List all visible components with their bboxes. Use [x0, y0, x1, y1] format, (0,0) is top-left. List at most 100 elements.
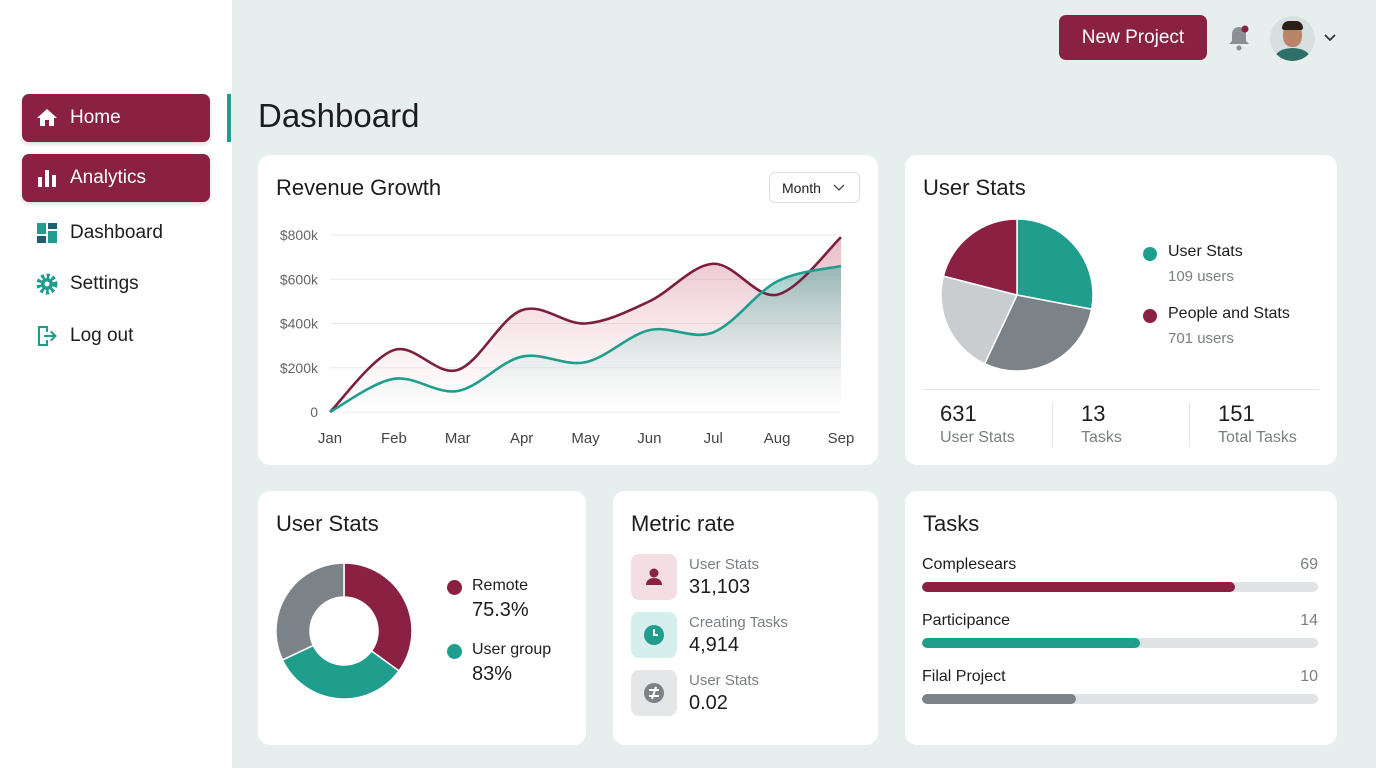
divider [1189, 403, 1190, 447]
sidebar-item-analytics[interactable]: Analytics [22, 154, 210, 202]
divider [923, 389, 1319, 390]
x-tick-label: Sep [828, 430, 855, 447]
task-item: Complesears 69 [922, 556, 1318, 592]
card-title: User Stats [923, 175, 1026, 200]
stat-item: 631 User Stats [940, 401, 1015, 447]
series-area [330, 265, 841, 412]
x-tick-label: May [571, 430, 600, 447]
metric-value: 4,914 [689, 634, 740, 656]
series-line [329, 264, 842, 414]
task-label: Filal Project [922, 668, 1006, 685]
x-tick-label: Jul [704, 430, 723, 447]
sidebar-item-label: Dashboard [70, 222, 163, 243]
x-tick-label: Mar [445, 430, 471, 447]
sidebar: Home Analytics Dashboard Settings Log ou… [0, 0, 232, 768]
tasks-card: Tasks Complesears 69 Participance 14 Fil… [905, 491, 1337, 745]
clock-icon [631, 612, 677, 658]
new-project-button[interactable]: New Project [1059, 15, 1207, 60]
y-tick-label: $400k [280, 316, 319, 332]
x-tick-label: Jun [637, 430, 661, 447]
legend-value: 75.3% [472, 599, 529, 621]
metric-label: User Stats [689, 556, 760, 573]
task-value: 14 [1300, 612, 1318, 629]
user-group-card: User Stats Remote 75.3% User group 83% [258, 491, 586, 745]
pie-slice [942, 218, 1018, 296]
metric-label: User Stats [689, 672, 760, 689]
legend-dot [1143, 309, 1157, 323]
task-item: Participance 14 [922, 612, 1318, 648]
sidebar-item-settings[interactable]: Settings [22, 260, 210, 308]
stat-value: 151 [1218, 401, 1255, 426]
logout-icon [38, 326, 57, 346]
legend-label: People and Stats [1168, 305, 1290, 322]
bar-chart-icon [38, 170, 56, 187]
pie-slice [275, 562, 345, 661]
legend-sub: 109 users [1168, 268, 1234, 285]
card-title: Tasks [923, 511, 980, 536]
stat-item: 151 Total Tasks [1218, 401, 1297, 447]
stat-label: Total Tasks [1218, 429, 1297, 446]
page-title: Dashboard [258, 97, 420, 134]
progress-bar [922, 694, 1318, 704]
y-tick-label: $800k [280, 227, 319, 243]
metric-value: 0.02 [689, 692, 728, 714]
user-group-donut [275, 562, 413, 700]
task-item: Filal Project 10 [922, 668, 1318, 704]
currency-icon [631, 670, 677, 716]
sidebar-item-label: Analytics [70, 167, 147, 188]
progress-bar [922, 582, 1318, 592]
avatar[interactable] [1270, 16, 1315, 61]
card-title: Revenue Growth [276, 175, 442, 200]
grid-icon [37, 223, 57, 243]
sidebar-item-dashboard[interactable]: Dashboard [22, 209, 210, 257]
period-value: Month [782, 179, 821, 196]
card-title: Metric rate [631, 511, 735, 536]
task-value: 10 [1300, 668, 1318, 685]
metric-card: Metric rate User Stats 31,103 Creating T… [613, 491, 878, 745]
pie-slice [343, 562, 413, 673]
y-tick-label: $200k [280, 360, 319, 376]
stat-label: User Stats [940, 429, 1015, 446]
stat-value: 631 [940, 401, 977, 426]
x-tick-label: Aug [764, 430, 791, 447]
sidebar-item-logout[interactable]: Log out [22, 312, 210, 360]
pie-slice [940, 275, 1019, 365]
legend-label: User Stats [1168, 243, 1243, 260]
x-tick-label: Jan [318, 430, 342, 447]
user-icon [631, 554, 677, 600]
revenue-chart: 0 $200k $400k $600k $800k Jan Feb Mar Apr May Jun J… [280, 227, 855, 447]
x-tick-label: Apr [510, 430, 533, 447]
bell-icon[interactable] [1226, 24, 1252, 52]
legend-label: Remote [472, 577, 529, 594]
y-tick-label: $600k [280, 271, 319, 287]
legend-value: 83% [472, 663, 513, 685]
y-tick-label: 0 [310, 404, 318, 420]
progress-fill [922, 638, 1140, 648]
task-label: Participance [922, 612, 1011, 629]
user-stats-card: User Stats User Stats 109 users People a… [905, 155, 1337, 465]
legend-label: User group [472, 641, 552, 658]
stat-item: 13 Tasks [1081, 401, 1122, 447]
sidebar-item-home[interactable]: Home [22, 94, 210, 142]
period-select[interactable]: Month [769, 172, 860, 203]
pie-slice [281, 644, 401, 700]
user-stats-pie [940, 218, 1094, 372]
x-tick-label: Feb [381, 430, 407, 447]
divider [1052, 403, 1053, 447]
legend-dot [1143, 247, 1157, 261]
sidebar-item-label: Home [70, 107, 121, 128]
gear-icon [36, 273, 58, 295]
pie-slice [1016, 218, 1094, 311]
card-title: User Stats [276, 511, 379, 536]
legend-dot [447, 580, 462, 595]
metric-value: 31,103 [689, 576, 751, 598]
legend-sub: 701 users [1168, 330, 1234, 347]
home-icon [37, 109, 57, 126]
progress-bar [922, 638, 1318, 648]
active-marker [227, 94, 231, 142]
legend-dot [447, 644, 462, 659]
stat-value: 13 [1081, 401, 1106, 426]
metric-label: Creating Tasks [689, 614, 788, 631]
chevron-down-icon[interactable] [1323, 33, 1337, 43]
progress-fill [922, 694, 1077, 704]
